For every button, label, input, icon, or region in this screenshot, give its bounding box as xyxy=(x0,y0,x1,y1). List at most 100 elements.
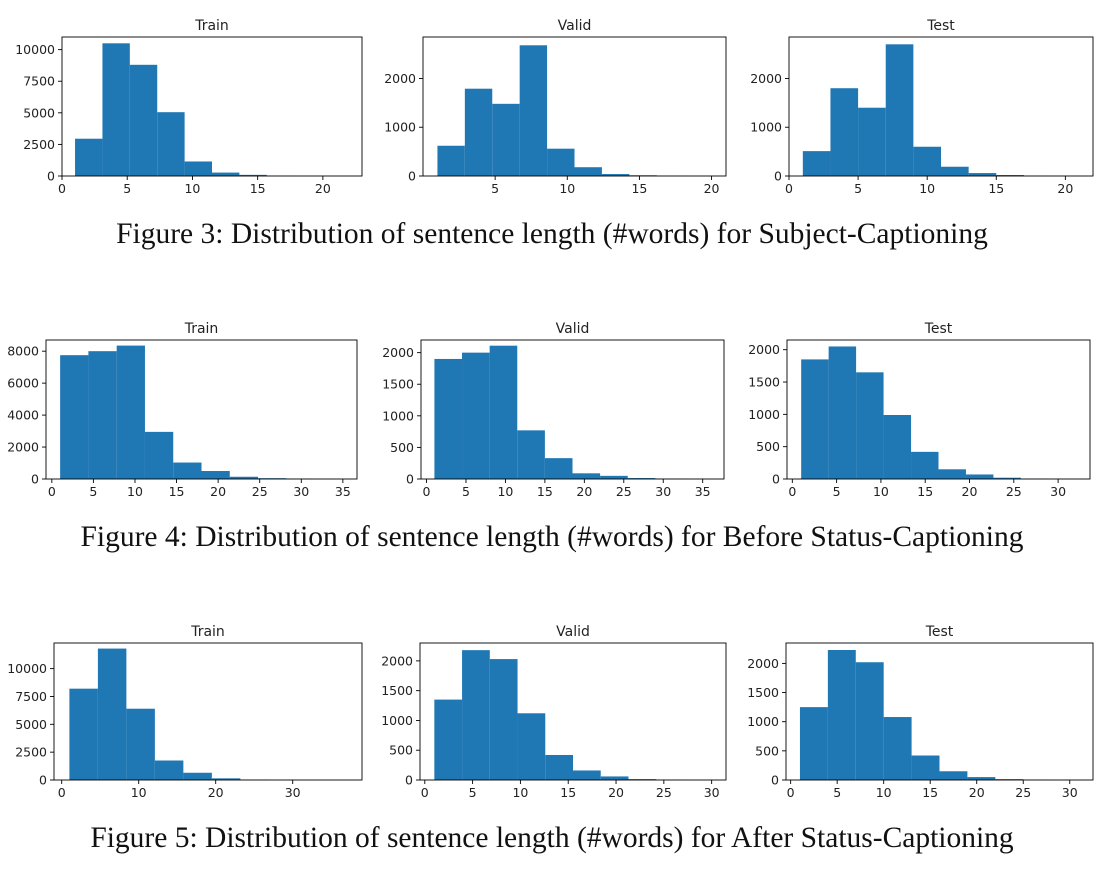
fig5-test-xtick-label: 0 xyxy=(787,785,795,800)
fig3-test-xtick-label: 10 xyxy=(919,181,935,196)
fig4-train-bar xyxy=(144,431,174,479)
fig5-test-bar xyxy=(911,755,940,780)
fig3-train-ytick-label: 5000 xyxy=(23,105,55,120)
fig5-train-ytick-label: 2500 xyxy=(15,745,47,760)
fig3-test-bar xyxy=(913,146,941,176)
fig3-test-bar xyxy=(858,107,886,176)
fig4-valid-title: Valid xyxy=(556,321,590,337)
fig5-train-xtick-label: 0 xyxy=(58,785,66,800)
fig4-valid-ytick-label: 500 xyxy=(390,440,414,455)
fig4-test-ytick-label: 1500 xyxy=(748,375,780,390)
fig5-test-xtick-label: 15 xyxy=(922,785,938,800)
fig3-test-bar xyxy=(996,175,1024,176)
fig3-train-bar xyxy=(129,64,158,176)
fig4-test-bar xyxy=(911,451,939,479)
fig3-test-xtick-label: 5 xyxy=(854,181,862,196)
fig4-valid-ytick-label: 2000 xyxy=(382,345,414,360)
fig4-train-xtick-label: 35 xyxy=(335,484,351,499)
fig3-valid-ytick-label: 1000 xyxy=(384,120,416,135)
fig4-test-chart: 0 5 10 15 20 25 30 0 500 1000 1500 2000 Test xyxy=(748,321,1091,499)
fig4-valid-bar xyxy=(462,352,490,479)
fig4-valid-bar xyxy=(517,430,545,479)
fig3-test-ytick-label: 1000 xyxy=(750,120,782,135)
fig5-test-bar xyxy=(827,650,856,780)
fig3-train-bar xyxy=(184,161,212,176)
figure-3-caption: Figure 3: Distribution of sentence lengt… xyxy=(116,218,988,250)
fig5-train-bar xyxy=(211,778,241,780)
fig4-test-bar xyxy=(801,359,829,479)
fig5-valid-bar xyxy=(573,770,601,780)
fig5-train-bar xyxy=(97,648,127,780)
fig4-valid-bar xyxy=(627,478,656,479)
fig4-valid-bar xyxy=(434,358,463,479)
fig3-train-chart: 0 5 10 15 20 0 2500 5000 7500 10000 Train xyxy=(15,18,363,196)
fig5-train-xtick-label: 10 xyxy=(131,785,147,800)
fig4-valid-bar xyxy=(489,345,518,479)
fig3-test-bar xyxy=(830,88,859,176)
fig5-train-bar xyxy=(69,688,98,780)
fig4-valid-bar xyxy=(572,473,601,479)
fig4-valid-xtick-label: 30 xyxy=(655,484,671,499)
fig4-valid-chart: 0 5 10 15 20 25 30 35 0 500 1000 1500 2000 Valid xyxy=(382,321,725,499)
fig5-train-title: Train xyxy=(190,624,225,640)
fig4-test-bar xyxy=(883,415,912,479)
fig5-test-ytick-label: 500 xyxy=(755,743,779,758)
fig4-test-bar xyxy=(993,477,1021,479)
fig5-valid-ytick-label: 1000 xyxy=(381,713,413,728)
fig3-valid-bar xyxy=(437,145,465,176)
fig4-valid-xtick-label: 25 xyxy=(616,484,632,499)
fig5-train-bar xyxy=(126,708,155,780)
fig5-train-bar xyxy=(183,772,212,780)
fig3-test-chart: 0 5 10 15 20 0 1000 2000 Test xyxy=(750,18,1094,196)
fig3-test-xtick-label: 15 xyxy=(988,181,1004,196)
fig3-valid-xtick-label: 20 xyxy=(704,181,720,196)
fig3-valid-bar xyxy=(601,174,630,176)
fig5-valid-xtick-label: 20 xyxy=(608,785,624,800)
fig3-valid-bar xyxy=(464,88,493,176)
fig5-test-ytick-label: 0 xyxy=(771,773,779,788)
fig4-valid-ytick-label: 1000 xyxy=(382,408,414,423)
fig5-test-xtick-label: 5 xyxy=(833,785,841,800)
fig3-train-bar xyxy=(239,174,267,176)
fig4-test-bar xyxy=(938,469,966,479)
fig3-valid-ytick-label: 2000 xyxy=(384,71,416,86)
fig5-valid-bar xyxy=(545,754,573,780)
fig4-test-ytick-label: 2000 xyxy=(748,342,780,357)
fig5-test-ytick-label: 1500 xyxy=(747,685,779,700)
fig5-test-axes-frame xyxy=(785,642,1094,781)
figure-4-caption: Figure 4: Distribution of sentence lengt… xyxy=(80,521,1024,553)
fig4-test-axes-frame xyxy=(786,339,1091,480)
fig3-test-bar xyxy=(802,151,831,176)
fig4-valid-ytick-label: 1500 xyxy=(382,377,414,392)
fig3-test-ytick-label: 2000 xyxy=(750,71,782,86)
fig5-train-ytick-label: 10000 xyxy=(7,661,47,676)
fig4-valid-xtick-label: 0 xyxy=(423,484,431,499)
fig5-train-axes-frame xyxy=(53,642,363,781)
fig3-valid-bar xyxy=(519,45,548,176)
fig3-train-ytick-label: 7500 xyxy=(23,74,55,89)
fig4-test-xtick-label: 15 xyxy=(917,484,933,499)
fig4-test-xtick-label: 5 xyxy=(833,484,841,499)
fig5-test-xtick-label: 10 xyxy=(876,785,892,800)
fig5-test-bar xyxy=(939,771,968,780)
fig3-test-xtick-label: 20 xyxy=(1057,181,1073,196)
fig3-train-bar xyxy=(157,112,185,176)
fig4-train-xtick-label: 15 xyxy=(169,484,185,499)
fig3-train-ytick-label: 10000 xyxy=(15,42,55,57)
fig4-train-bar xyxy=(229,476,259,479)
fig5-train-xtick-label: 30 xyxy=(285,785,301,800)
fig3-train-xtick-label: 10 xyxy=(184,181,200,196)
fig4-test-title: Test xyxy=(924,321,953,337)
fig4-train-bar xyxy=(201,471,230,479)
fig3-valid-xtick-label: 15 xyxy=(631,181,647,196)
fig4-test-xtick-label: 20 xyxy=(962,484,978,499)
fig4-test-ytick-label: 500 xyxy=(756,439,780,454)
fig4-test-bar xyxy=(965,474,994,479)
fig5-valid-xtick-label: 5 xyxy=(469,785,477,800)
fig4-valid-xtick-label: 20 xyxy=(576,484,592,499)
fig4-train-title: Train xyxy=(184,321,219,337)
fig4-train-xtick-label: 5 xyxy=(89,484,97,499)
fig4-train-xtick-label: 10 xyxy=(127,484,143,499)
fig5-valid-bar xyxy=(434,699,463,780)
